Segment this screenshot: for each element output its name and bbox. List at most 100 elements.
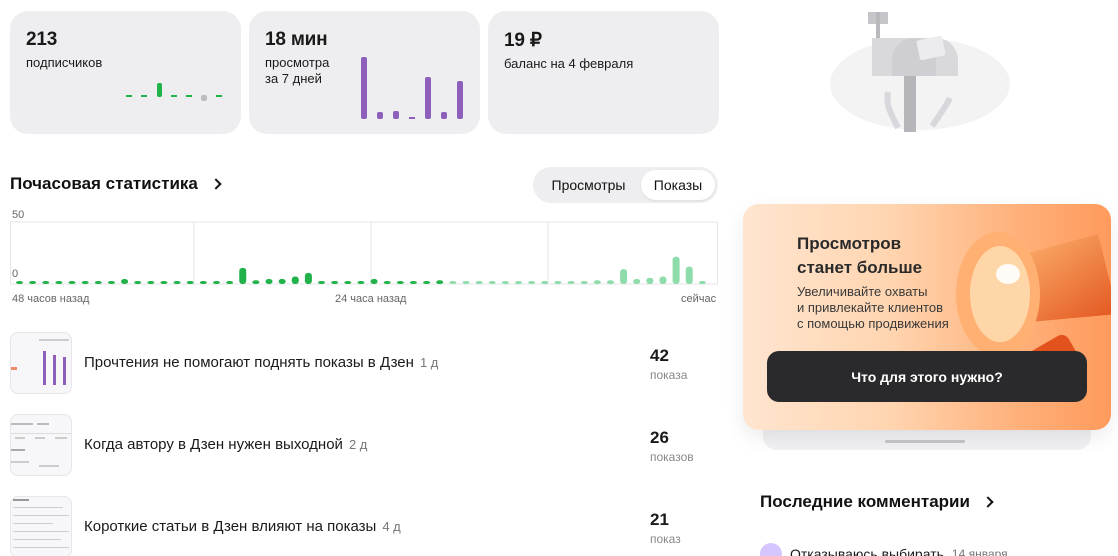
chart-bar (226, 281, 234, 284)
subscribers-label: подписчиков (26, 55, 103, 70)
chart-bar (160, 281, 168, 284)
comment-date: 14 января (951, 547, 1008, 556)
chart-bar (318, 281, 326, 284)
chart-bar (94, 281, 102, 284)
chart-bar (593, 280, 601, 284)
x-label-48h: 48 часов назад (12, 293, 90, 305)
watch-time-sparkline (361, 57, 463, 119)
chart-bar (449, 281, 457, 284)
chart-bar (304, 272, 312, 284)
chart-bar (291, 276, 299, 284)
post-title[interactable]: Когда автору в Дзен нужен выходной 2 д (84, 436, 368, 453)
chart-bar (357, 281, 365, 284)
post-row[interactable]: Прочтения не помогают поднять показы в Д… (10, 332, 718, 394)
post-count: 26 (650, 428, 669, 447)
chart-bar (488, 281, 496, 284)
chart-bar (331, 281, 339, 284)
chart-bar (698, 281, 706, 284)
metric-toggle[interactable]: Просмотры Показы (533, 167, 718, 203)
chart-bar (107, 281, 115, 284)
x-label-24h: 24 часа назад (335, 293, 407, 305)
tab-impressions[interactable]: Показы (641, 170, 715, 200)
chart-bar (186, 281, 194, 284)
y-min-label: 0 (12, 268, 19, 280)
comment-text: Отказываюсь выбирать (790, 546, 944, 556)
post-title[interactable]: Прочтения не помогают поднять показы в Д… (84, 354, 439, 371)
mailbox-illustration (830, 12, 1010, 132)
chart-bar (475, 281, 483, 284)
promo-heading: Просмотров станет больше (797, 234, 923, 277)
post-age: 1 д (419, 355, 439, 370)
balance-label: баланс на 4 февраля (504, 56, 634, 71)
comment-item[interactable]: Отказываюсь выбирать 14 января (760, 543, 1008, 556)
spark-dash (216, 95, 222, 97)
watch-time-value: 18 мин (265, 29, 328, 50)
watch-time-label: просмотра за 7 дней (265, 55, 330, 86)
post-thumbnail (10, 496, 72, 556)
chart-bar (409, 281, 417, 284)
chart-bar (515, 281, 523, 284)
chart-bar (462, 281, 470, 284)
chart-bar (16, 281, 23, 284)
subscribers-value: 213 (26, 29, 58, 50)
subscribers-card[interactable]: 213 подписчиков (10, 11, 241, 134)
balance-card[interactable]: 19 ₽ баланс на 4 февраля (488, 11, 719, 134)
hourly-stats-title[interactable]: Почасовая статистика (10, 174, 222, 194)
comments-title[interactable]: Последние комментарии (760, 492, 994, 512)
x-label-now: сейчас (681, 293, 717, 305)
chart-bar (396, 281, 404, 284)
chart-bar (528, 281, 536, 284)
promo-button[interactable]: Что для этого нужно? (767, 351, 1087, 402)
tab-views[interactable]: Просмотры (551, 177, 626, 193)
spark-neg (201, 95, 207, 101)
chart-bar (423, 281, 431, 284)
chart-bar (541, 281, 549, 284)
chevron-right-icon (982, 496, 994, 508)
chart-bar (659, 276, 667, 284)
subscribers-sparkline (126, 83, 222, 101)
chart-bar (436, 280, 444, 284)
chart-bar (606, 280, 614, 284)
spark-bar (441, 112, 447, 119)
chart-bar (42, 281, 50, 284)
avatar (760, 543, 782, 556)
chart-bar (134, 281, 142, 284)
chart-bar (278, 279, 286, 284)
post-row[interactable]: Когда автору в Дзен нужен выходной 2 д 26… (10, 414, 718, 476)
post-age: 2 д (348, 437, 368, 452)
post-thumbnail (10, 414, 72, 476)
post-count: 42 (650, 346, 669, 365)
chart-bar (633, 279, 641, 284)
chart-bar (554, 281, 562, 284)
chart-bar (199, 281, 207, 284)
spark-bar (157, 83, 162, 97)
carousel-indicator[interactable] (885, 440, 965, 443)
chart-bar (173, 281, 181, 284)
comments-title-text: Последние комментарии (760, 492, 970, 511)
post-count-unit: показа (650, 368, 688, 382)
post-row[interactable]: Короткие статьи в Дзен влияют на показы 4… (10, 496, 718, 556)
post-title[interactable]: Короткие статьи в Дзен влияют на показы 4… (84, 518, 401, 535)
chart-bar (212, 281, 220, 284)
chart-bar (81, 281, 89, 284)
chart-bar (252, 280, 260, 284)
chart-bar (55, 281, 63, 284)
post-thumbnail (10, 332, 72, 394)
spark-bar (457, 81, 463, 119)
chart-bar (147, 281, 155, 284)
chart-bar (370, 279, 378, 284)
chart-bar (580, 281, 588, 284)
y-max-label: 50 (12, 209, 25, 221)
post-age: 4 д (382, 519, 401, 534)
chart-bar (672, 256, 680, 284)
spark-dash (141, 95, 147, 97)
promo-card[interactable]: Просмотров станет больше Увеличивайте ох… (743, 204, 1111, 430)
chart-bar (685, 266, 693, 284)
chart-bar (239, 267, 247, 284)
post-count: 21 (650, 510, 669, 529)
spark-bar (361, 57, 367, 119)
watch-time-card[interactable]: 18 мин просмотра за 7 дней (249, 11, 480, 134)
chevron-right-icon (210, 178, 222, 190)
chart-bar (29, 281, 37, 284)
chart-bar (68, 281, 76, 284)
